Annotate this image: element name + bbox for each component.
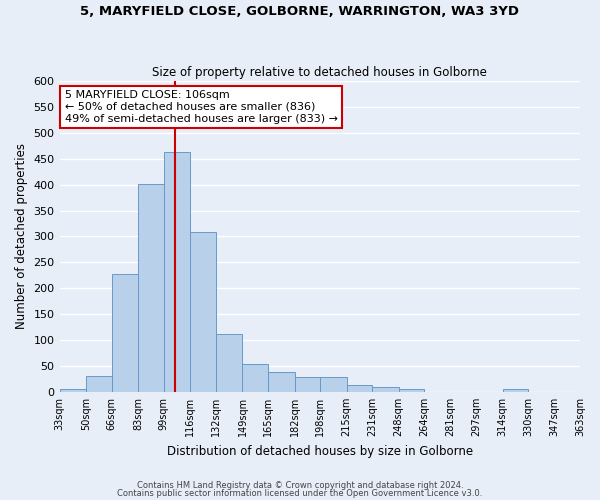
Title: Size of property relative to detached houses in Golborne: Size of property relative to detached ho… — [152, 66, 487, 78]
Bar — [320, 378, 347, 392]
Text: 5 MARYFIELD CLOSE: 106sqm
← 50% of detached houses are smaller (836)
49% of semi: 5 MARYFIELD CLOSE: 106sqm ← 50% of detac… — [65, 90, 338, 124]
Bar — [372, 386, 398, 392]
Bar — [190, 232, 215, 392]
Bar — [59, 390, 86, 392]
Bar — [503, 390, 528, 392]
Bar — [295, 378, 320, 392]
Bar — [86, 376, 112, 392]
Bar — [242, 364, 268, 392]
Text: Contains HM Land Registry data © Crown copyright and database right 2024.: Contains HM Land Registry data © Crown c… — [137, 481, 463, 490]
Bar — [268, 372, 295, 392]
Y-axis label: Number of detached properties: Number of detached properties — [15, 144, 28, 330]
X-axis label: Distribution of detached houses by size in Golborne: Distribution of detached houses by size … — [167, 444, 473, 458]
Bar — [398, 390, 424, 392]
Bar — [164, 152, 190, 392]
Text: Contains public sector information licensed under the Open Government Licence v3: Contains public sector information licen… — [118, 488, 482, 498]
Bar — [215, 334, 242, 392]
Bar — [112, 274, 139, 392]
Text: 5, MARYFIELD CLOSE, GOLBORNE, WARRINGTON, WA3 3YD: 5, MARYFIELD CLOSE, GOLBORNE, WARRINGTON… — [80, 5, 520, 18]
Bar — [347, 385, 372, 392]
Bar — [139, 184, 164, 392]
